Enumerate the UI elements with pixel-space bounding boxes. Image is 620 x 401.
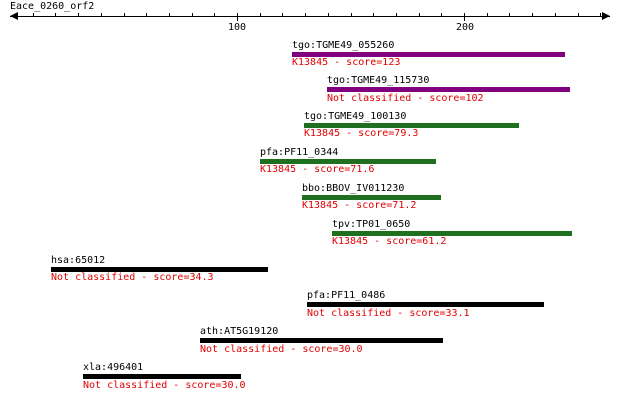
axis-minor-tick <box>578 13 579 17</box>
axis-minor-tick <box>373 13 374 17</box>
axis-minor-tick <box>55 13 56 17</box>
tick-label-200: 200 <box>456 22 475 33</box>
hit-bar-hsa-65012[interactable] <box>51 267 268 272</box>
axis-line <box>10 16 610 17</box>
hit-bar-pfa-pf11-0486[interactable] <box>307 302 544 307</box>
hit-name-tpv-tp01-0650[interactable]: tpv:TP01_0650 <box>332 219 411 230</box>
hit-bar-pfa-pf11-0344[interactable] <box>260 159 436 164</box>
hit-bar-tgo-tgme49-100130[interactable] <box>304 123 519 128</box>
axis-minor-tick <box>509 13 510 17</box>
axis-minor-tick <box>260 13 261 17</box>
hit-annotation-xla-496401[interactable]: Not classified - score=30.0 <box>83 380 246 391</box>
hit-name-tgo-tgme49-055260[interactable]: tgo:TGME49_055260 <box>292 40 395 51</box>
axis-right-arrow-icon <box>602 12 610 20</box>
hit-annotation-tpv-tp01-0650[interactable]: K13845 - score=61.2 <box>332 236 447 247</box>
axis-minor-tick <box>441 13 442 17</box>
axis-left-arrow-icon <box>10 12 18 20</box>
axis-minor-tick <box>146 13 147 17</box>
hit-annotation-pfa-pf11-0344[interactable]: K13845 - score=71.6 <box>260 164 375 175</box>
hit-annotation-hsa-65012[interactable]: Not classified - score=34.3 <box>51 272 214 283</box>
axis-minor-tick <box>419 13 420 17</box>
axis-minor-tick <box>169 13 170 17</box>
hit-bar-xla-496401[interactable] <box>83 374 241 379</box>
hit-annotation-tgo-tgme49-055260[interactable]: K13845 - score=123 <box>292 57 401 68</box>
hit-name-xla-496401[interactable]: xla:496401 <box>83 362 144 373</box>
axis-minor-tick <box>101 13 102 17</box>
hit-annotation-pfa-pf11-0486[interactable]: Not classified - score=33.1 <box>307 308 470 319</box>
hit-name-pfa-pf11-0344[interactable]: pfa:PF11_0344 <box>260 147 339 158</box>
axis-minor-tick <box>214 13 215 17</box>
axis-minor-tick <box>396 13 397 17</box>
axis-minor-tick <box>192 13 193 17</box>
axis-minor-tick <box>33 13 34 17</box>
axis-minor-tick <box>532 13 533 17</box>
hit-name-tgo-tgme49-100130[interactable]: tgo:TGME49_100130 <box>304 111 407 122</box>
axis-major-tick <box>464 13 465 21</box>
hit-bar-tpv-tp01-0650[interactable] <box>332 231 572 236</box>
axis-minor-tick <box>328 13 329 17</box>
hit-annotation-bbo-bbov-iv011230[interactable]: K13845 - score=71.2 <box>302 200 417 211</box>
hit-name-bbo-bbov-iv011230[interactable]: bbo:BBOV_IV011230 <box>302 183 405 194</box>
hit-bar-tgo-tgme49-055260[interactable] <box>292 52 565 57</box>
axis-minor-tick <box>351 13 352 17</box>
axis-major-tick <box>237 13 238 21</box>
axis-minor-tick <box>78 13 79 17</box>
axis-minor-tick <box>124 13 125 17</box>
axis-minor-tick <box>487 13 488 17</box>
query-title: Eace_0260_orf2 <box>10 1 95 12</box>
hit-name-hsa-65012[interactable]: hsa:65012 <box>51 255 106 266</box>
hit-name-pfa-pf11-0486[interactable]: pfa:PF11_0486 <box>307 290 386 301</box>
axis-minor-tick <box>282 13 283 17</box>
axis-minor-tick <box>600 13 601 17</box>
hit-bar-bbo-bbov-iv011230[interactable] <box>302 195 441 200</box>
tick-label-100: 100 <box>228 22 247 33</box>
hit-annotation-tgo-tgme49-100130[interactable]: K13845 - score=79.3 <box>304 128 419 139</box>
hit-name-tgo-tgme49-115730[interactable]: tgo:TGME49_115730 <box>327 75 430 86</box>
hit-annotation-ath-at5g19120[interactable]: Not classified - score=30.0 <box>200 344 363 355</box>
hit-bar-tgo-tgme49-115730[interactable] <box>327 87 570 92</box>
axis-minor-tick <box>305 13 306 17</box>
hit-name-ath-at5g19120[interactable]: ath:AT5G19120 <box>200 326 279 337</box>
hit-bar-ath-at5g19120[interactable] <box>200 338 443 343</box>
hit-annotation-tgo-tgme49-115730[interactable]: Not classified - score=102 <box>327 93 484 104</box>
axis-minor-tick <box>555 13 556 17</box>
